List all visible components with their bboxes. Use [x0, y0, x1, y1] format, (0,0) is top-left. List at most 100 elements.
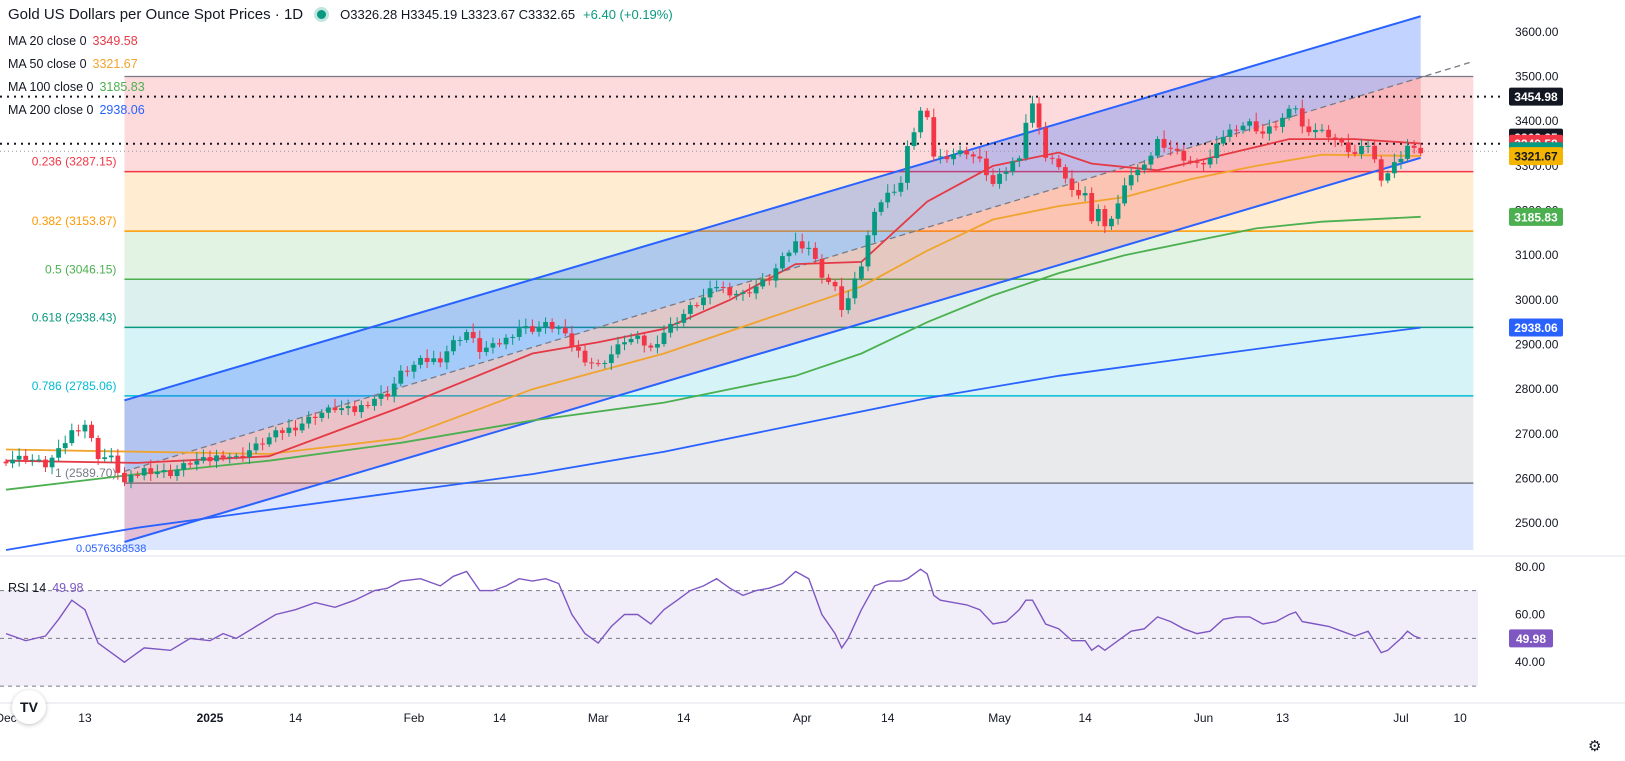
gear-icon[interactable]: ⚙	[1588, 738, 1602, 755]
candle	[141, 465, 147, 481]
chart-header: Gold US Dollars per Ounce Spot Prices · …	[8, 6, 673, 23]
candle	[608, 345, 614, 370]
price-tick-label: 3600.00	[1515, 25, 1559, 39]
candle	[1161, 130, 1167, 153]
candle-body	[964, 150, 970, 155]
price-tick-label: 2600.00	[1515, 472, 1559, 486]
candle	[760, 272, 766, 290]
rsi-tag-bg	[1509, 629, 1553, 648]
candle-body	[1266, 126, 1272, 134]
ohlc-readout: O3326.28 H3345.19 L3323.67 C3332.65	[340, 7, 576, 22]
candle-body	[1280, 117, 1285, 127]
candle-body	[253, 443, 259, 451]
candle-body	[635, 335, 641, 339]
candle	[352, 400, 358, 416]
candle-body	[490, 343, 496, 348]
candle	[1076, 182, 1081, 200]
candle-body	[780, 256, 785, 269]
candle-body	[181, 463, 187, 470]
ma200-legend[interactable]: MA 200 close 0 2938.06	[8, 103, 145, 117]
candle	[95, 435, 101, 465]
ma50-legend[interactable]: MA 50 close 0 3321.67	[8, 57, 138, 71]
candle-body	[1181, 150, 1187, 161]
candle	[1266, 119, 1272, 141]
candle-body	[944, 156, 950, 160]
ma20-label: MA 20 close 0	[8, 34, 87, 48]
candle-body	[1299, 108, 1305, 127]
candle-body	[1260, 131, 1266, 134]
candle	[707, 280, 713, 305]
candle	[1049, 153, 1055, 165]
candle-body	[1339, 139, 1345, 143]
candle	[1359, 139, 1364, 159]
candle-body	[615, 344, 621, 355]
candle-body	[404, 370, 410, 372]
candle-body	[352, 406, 358, 413]
candle	[714, 280, 720, 293]
candle-body	[905, 146, 910, 183]
fib-zone	[124, 231, 1474, 280]
candle-body	[1326, 129, 1331, 138]
market-status-dot	[317, 10, 327, 19]
symbol-title[interactable]: Gold US Dollars per Ounce Spot Prices · …	[8, 6, 304, 23]
candle-body	[299, 423, 305, 431]
candle	[1391, 153, 1397, 179]
candle-body	[1056, 158, 1062, 168]
rsi-legend[interactable]: RSI 14 49.98	[8, 581, 84, 595]
candle-body	[391, 383, 397, 397]
candle	[1214, 135, 1220, 164]
rsi-line	[5, 568, 1421, 664]
price-tag: 3185.83	[1509, 207, 1563, 226]
candle	[1003, 167, 1009, 181]
candle	[668, 317, 673, 338]
candle	[733, 290, 739, 301]
candle-body	[194, 460, 200, 465]
candle-body	[1293, 108, 1299, 110]
tradingview-logo[interactable]: TV	[12, 690, 46, 724]
candle-body	[451, 340, 456, 352]
candle	[411, 361, 417, 379]
candle	[1155, 136, 1160, 159]
candle-body	[1036, 103, 1042, 128]
candle-body	[69, 430, 75, 444]
candle-body	[1273, 126, 1279, 128]
candle	[1345, 133, 1351, 159]
candle-body	[227, 456, 233, 458]
candle-body	[49, 457, 55, 468]
candle	[1339, 137, 1345, 147]
candle-body	[108, 455, 114, 458]
candle	[457, 336, 463, 347]
candle	[227, 453, 233, 464]
fib-zone	[124, 327, 1474, 396]
candle-body	[1174, 148, 1180, 151]
price-tag-bg	[1509, 207, 1563, 226]
price-tag: 2938.06	[1509, 318, 1563, 337]
candle-body	[102, 457, 108, 460]
candle	[1016, 155, 1022, 167]
candle-body	[424, 357, 430, 363]
candle-body	[530, 326, 535, 332]
candle	[1168, 140, 1174, 156]
candle	[312, 412, 318, 425]
candle	[1201, 160, 1206, 172]
candle-body	[1286, 108, 1292, 118]
candle	[273, 426, 279, 443]
candle	[576, 340, 581, 358]
price-tag-label: 3321.67	[1514, 150, 1558, 164]
candle-body	[339, 408, 344, 411]
ma100-legend[interactable]: MA 100 close 0 3185.83	[8, 80, 145, 94]
candle-body	[1247, 121, 1253, 126]
candle	[1332, 133, 1338, 147]
candle-body	[1043, 127, 1049, 158]
candle	[595, 359, 601, 367]
candle	[201, 449, 206, 464]
candle	[984, 150, 989, 182]
candle-body	[29, 459, 35, 461]
fib-zone-below	[124, 483, 1474, 550]
ma20-legend[interactable]: MA 20 close 0 3349.58	[8, 34, 138, 48]
candle	[1247, 118, 1253, 132]
candle	[780, 252, 785, 273]
candle	[832, 279, 838, 292]
ma100-label: MA 100 close 0	[8, 80, 94, 94]
